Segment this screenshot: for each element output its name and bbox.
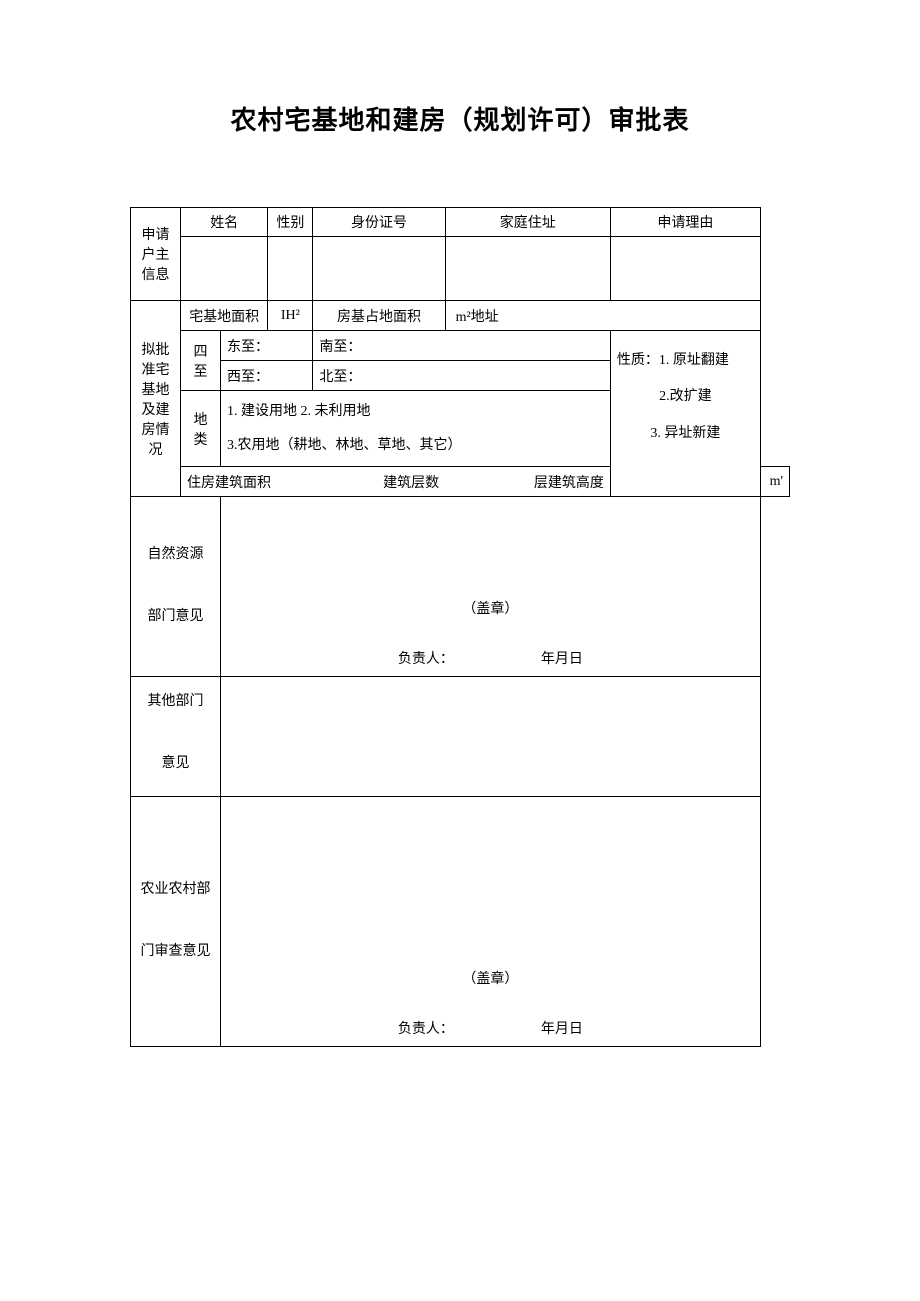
- floors-label: 建筑层数: [313, 467, 445, 497]
- id-header: 身份证号: [313, 208, 445, 237]
- north-label[interactable]: 北至：: [313, 361, 610, 391]
- agriculture-label: 农业农村部 门审查意见: [131, 797, 221, 1047]
- responsible-line: 负责人： 年月日: [227, 648, 754, 668]
- natural-resources-label: 自然资源 部门意见: [131, 497, 221, 677]
- height-label: 层建筑高度: [445, 467, 610, 497]
- id-field[interactable]: [313, 237, 445, 301]
- stamp-text: （盖章）: [227, 598, 754, 618]
- homestead-area-label: 宅基地面积: [181, 301, 268, 331]
- approval-form-table: 申请户主信息 姓名 性别 身份证号 家庭住址 申请理由 拟批准宅基地及建房情况 …: [130, 207, 790, 1047]
- page-title: 农村宅基地和建房（规划许可）审批表: [0, 0, 920, 207]
- base-area-label: 房基占地面积: [313, 301, 445, 331]
- reason-header: 申请理由: [610, 208, 760, 237]
- west-label[interactable]: 西至：: [221, 361, 313, 391]
- name-field[interactable]: [181, 237, 268, 301]
- address-header: 家庭住址: [445, 208, 610, 237]
- applicant-section-label: 申请户主信息: [131, 208, 181, 301]
- responsible-line-2: 负责人： 年月日: [227, 1018, 754, 1038]
- land-type-label: 地类: [181, 391, 221, 467]
- sizhi-label: 四至: [181, 331, 221, 391]
- base-area-unit: m²地址: [445, 301, 760, 331]
- nature-cell: 性质：1. 原址翻建 2.改扩建 3. 异址新建: [610, 331, 760, 497]
- south-label[interactable]: 南至：: [313, 331, 610, 361]
- approval-section-label: 拟批准宅基地及建房情况: [131, 301, 181, 497]
- east-label[interactable]: 东至：: [221, 331, 313, 361]
- gender-field[interactable]: [268, 237, 313, 301]
- name-header: 姓名: [181, 208, 268, 237]
- building-area-label: 住房建筑面积: [181, 467, 313, 497]
- agriculture-content[interactable]: （盖章） 负责人： 年月日: [221, 797, 761, 1047]
- reason-field[interactable]: [610, 237, 760, 301]
- gender-header: 性别: [268, 208, 313, 237]
- other-dept-label: 其他部门 意见: [131, 677, 221, 797]
- address-field[interactable]: [445, 237, 610, 301]
- other-dept-content[interactable]: [221, 677, 761, 797]
- land-type-content: 1. 建设用地 2. 未利用地 3.农用地（耕地、林地、草地、其它）: [221, 391, 611, 467]
- natural-resources-content[interactable]: （盖章） 负责人： 年月日: [221, 497, 761, 677]
- homestead-area-unit: IH²: [268, 301, 313, 331]
- height-unit: m': [760, 467, 789, 497]
- stamp-text-2: （盖章）: [227, 968, 754, 988]
